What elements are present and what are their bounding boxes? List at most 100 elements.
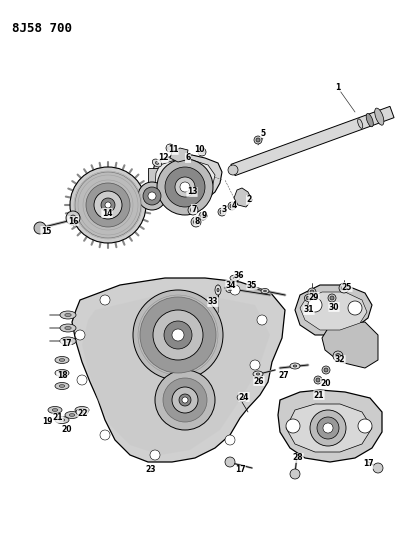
Polygon shape (152, 155, 222, 207)
Ellipse shape (69, 414, 75, 416)
Ellipse shape (76, 408, 88, 416)
Ellipse shape (60, 324, 76, 332)
Circle shape (140, 297, 216, 373)
Circle shape (191, 217, 201, 227)
Ellipse shape (48, 407, 62, 414)
Text: 28: 28 (293, 454, 303, 463)
Text: 7: 7 (191, 205, 197, 214)
Ellipse shape (237, 394, 247, 402)
Ellipse shape (65, 326, 71, 329)
Text: 17: 17 (61, 340, 71, 349)
Ellipse shape (55, 383, 69, 390)
Circle shape (306, 296, 310, 300)
Circle shape (228, 202, 236, 210)
Circle shape (218, 208, 226, 216)
Circle shape (100, 430, 110, 440)
Circle shape (328, 294, 336, 302)
Ellipse shape (264, 290, 267, 292)
Text: 4: 4 (231, 201, 237, 211)
Ellipse shape (240, 397, 244, 399)
Circle shape (34, 222, 46, 234)
Polygon shape (322, 322, 378, 368)
Circle shape (257, 315, 267, 325)
Circle shape (182, 397, 188, 403)
Circle shape (290, 469, 300, 479)
Text: 11: 11 (168, 146, 178, 155)
Circle shape (286, 419, 300, 433)
Text: 35: 35 (247, 280, 257, 289)
Circle shape (316, 378, 320, 382)
Polygon shape (82, 290, 270, 455)
Polygon shape (300, 292, 367, 330)
Circle shape (70, 167, 146, 243)
Circle shape (172, 387, 198, 413)
Circle shape (323, 423, 333, 433)
Circle shape (86, 183, 130, 227)
Ellipse shape (293, 365, 297, 367)
Text: 16: 16 (68, 216, 78, 225)
Ellipse shape (233, 277, 237, 279)
Polygon shape (278, 390, 382, 462)
Text: 6: 6 (186, 154, 191, 163)
Circle shape (314, 376, 322, 384)
Circle shape (330, 296, 334, 300)
Text: 2: 2 (246, 196, 252, 205)
Circle shape (143, 187, 161, 205)
Text: 22: 22 (78, 408, 88, 417)
Text: 17: 17 (363, 459, 373, 469)
Text: 15: 15 (41, 227, 51, 236)
Ellipse shape (217, 288, 219, 292)
Ellipse shape (375, 108, 384, 125)
Text: 21: 21 (314, 391, 324, 400)
Circle shape (322, 366, 330, 374)
Text: 9: 9 (201, 211, 207, 220)
Polygon shape (170, 148, 188, 162)
Circle shape (163, 378, 207, 422)
Text: 12: 12 (158, 154, 168, 163)
Text: 34: 34 (226, 280, 236, 289)
Text: 29: 29 (309, 293, 319, 302)
Circle shape (70, 215, 76, 221)
Circle shape (172, 329, 184, 341)
Polygon shape (234, 188, 252, 207)
Ellipse shape (59, 372, 65, 374)
Ellipse shape (256, 373, 260, 375)
Circle shape (225, 435, 235, 445)
Text: 26: 26 (254, 376, 264, 385)
Circle shape (157, 159, 213, 215)
Circle shape (77, 375, 87, 385)
Circle shape (220, 210, 224, 214)
Text: 13: 13 (187, 188, 197, 197)
Ellipse shape (253, 371, 263, 377)
Ellipse shape (80, 411, 84, 413)
Text: 18: 18 (57, 372, 67, 381)
Polygon shape (231, 107, 394, 176)
Polygon shape (286, 404, 372, 452)
Circle shape (101, 198, 115, 212)
Circle shape (339, 283, 349, 293)
Circle shape (180, 182, 190, 192)
Circle shape (336, 353, 340, 359)
Circle shape (194, 220, 198, 224)
Text: 36: 36 (234, 271, 244, 279)
Ellipse shape (358, 119, 363, 128)
Ellipse shape (59, 385, 65, 387)
Circle shape (342, 286, 346, 290)
Text: 21: 21 (53, 414, 63, 423)
Text: 24: 24 (239, 392, 249, 401)
Ellipse shape (152, 159, 162, 167)
Text: 8: 8 (194, 216, 200, 225)
Circle shape (230, 285, 240, 295)
Circle shape (308, 298, 322, 312)
Polygon shape (155, 160, 215, 202)
Circle shape (66, 211, 80, 225)
Circle shape (153, 310, 203, 360)
Text: 20: 20 (321, 378, 331, 387)
Ellipse shape (65, 411, 79, 418)
Circle shape (166, 144, 174, 152)
Circle shape (188, 205, 198, 215)
Circle shape (138, 182, 166, 210)
Text: 1: 1 (336, 83, 341, 92)
Text: 20: 20 (62, 424, 72, 433)
Circle shape (250, 360, 260, 370)
